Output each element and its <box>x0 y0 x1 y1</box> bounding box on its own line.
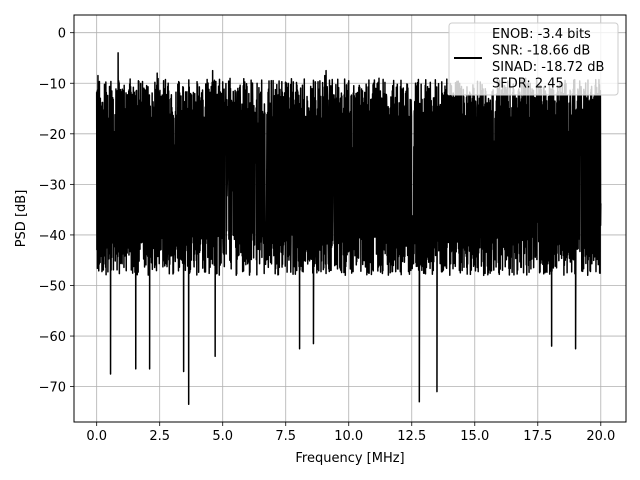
y-axis: 0 −10 −20 −30 −40 −50 −60 −70 <box>39 27 74 396</box>
psd-series <box>95 52 602 406</box>
legend-line: SFDR: 2.45 <box>492 77 564 92</box>
axes-frame <box>73 14 627 423</box>
x-tick-label: 17.5 <box>523 429 552 444</box>
x-tick-label: 15.0 <box>460 429 489 444</box>
legend-line: SNR: -18.66 dB <box>492 44 590 59</box>
y-tick-label: −30 <box>39 178 66 193</box>
y-tick-label: −40 <box>39 229 66 244</box>
x-tick-label: 7.5 <box>275 429 296 444</box>
x-tick-label: 5.0 <box>212 429 233 444</box>
x-tick-label: 10.0 <box>334 429 363 444</box>
x-tick-label: 2.5 <box>149 429 170 444</box>
legend-line: ENOB: -3.4 bits <box>492 27 591 42</box>
y-tick-label: −10 <box>39 77 66 92</box>
x-tick-label: 0.0 <box>86 429 107 444</box>
y-axis-label: PSD [dB] <box>14 190 29 248</box>
y-tick-label: −20 <box>39 128 66 143</box>
psd-line <box>95 52 602 406</box>
legend-box <box>448 22 619 96</box>
y-tick-label: −50 <box>39 279 66 294</box>
y-tick-label: 0 <box>58 27 66 42</box>
x-axis: 0.0 2.5 5.0 7.5 10.0 12.5 15.0 17.5 20.0 <box>86 422 615 444</box>
x-axis-label: Frequency [MHz] <box>295 451 404 466</box>
y-tick-label: −70 <box>39 381 66 396</box>
legend-line: SINAD: -18.72 dB <box>492 60 604 75</box>
x-tick-label: 12.5 <box>397 429 426 444</box>
y-tick-label: −60 <box>39 330 66 345</box>
x-tick-label: 20.0 <box>586 429 615 444</box>
